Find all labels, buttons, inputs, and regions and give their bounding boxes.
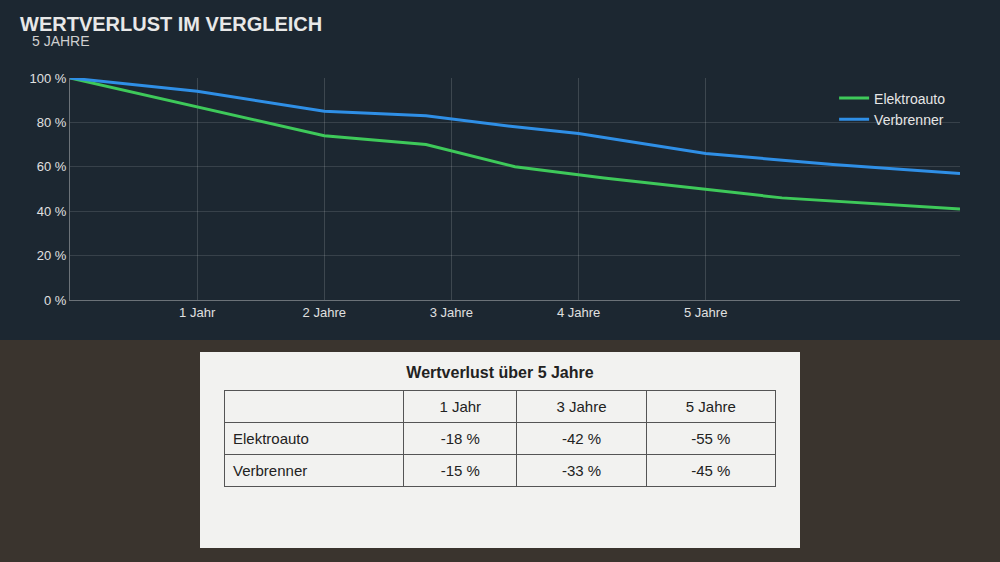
html-text:Verbrenner: Verbrenner: [233, 462, 308, 479]
html-text:-33 %: -33 %: [561, 462, 602, 479]
html-text:Elektroauto: Elektroauto: [233, 430, 309, 447]
svg-text:WERTVERLUST IM VERGLEICH: WERTVERLUST IM VERGLEICH: [20, 13, 322, 35]
svg-text:5 JAHRE: 5 JAHRE: [32, 33, 90, 49]
svg-text:Elektroauto: Elektroauto: [874, 91, 945, 107]
html-text:-15 %: -15 %: [440, 462, 480, 479]
html-text:-18 %: -18 %: [440, 430, 480, 447]
svg-text:Verbrenner: Verbrenner: [874, 112, 944, 128]
html-text:Wertverlust über 5 Jahre: Wertverlust über 5 Jahre: [406, 364, 594, 381]
svg-text:1 Jahr: 1 Jahr: [179, 305, 216, 320]
svg-text:5 Jahre: 5 Jahre: [684, 305, 727, 320]
svg-text:3 Jahre: 3 Jahre: [430, 305, 473, 320]
svg-text:20 %: 20 %: [37, 248, 67, 263]
html-text:5 Jahre: 5 Jahre: [685, 398, 736, 415]
html-text:-55 %: -55 %: [691, 430, 731, 447]
svg-text:100 %: 100 %: [30, 71, 67, 86]
html-text:1 Jahr: 1 Jahr: [439, 398, 482, 415]
html-text:-45 %: -45 %: [691, 462, 731, 479]
svg-text:60 %: 60 %: [37, 159, 67, 174]
svg-text:40 %: 40 %: [37, 204, 67, 219]
html-text:-42 %: -42 %: [561, 430, 602, 447]
svg-text:80 %: 80 %: [37, 115, 67, 130]
svg-text:0 %: 0 %: [44, 293, 67, 308]
svg-text:4 Jahre: 4 Jahre: [557, 305, 600, 320]
svg-text:2 Jahre: 2 Jahre: [303, 305, 346, 320]
html-text:3 Jahre: 3 Jahre: [556, 398, 607, 415]
